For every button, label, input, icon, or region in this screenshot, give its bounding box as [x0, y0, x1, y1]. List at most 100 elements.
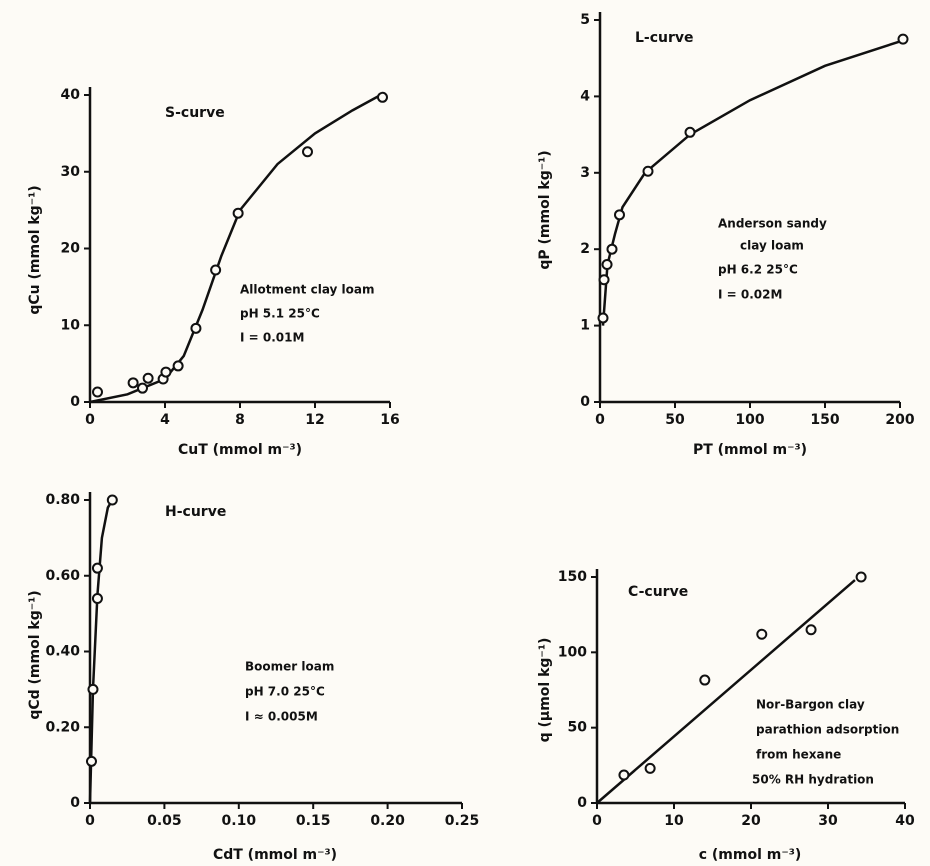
annotation: I = 0.01M [240, 331, 304, 345]
y-tick-label: 40 [61, 87, 81, 103]
data-point [87, 757, 96, 766]
y-tick-label: 0.80 [45, 492, 80, 508]
y-tick-label: 0.60 [45, 568, 80, 584]
y-tick-label: 0 [577, 795, 587, 811]
annotation: pH 6.2 25°C [718, 263, 798, 277]
data-point [108, 496, 117, 505]
fit-curve [603, 41, 900, 325]
y-tick-label: 2 [580, 241, 590, 257]
fit-curve [597, 580, 855, 803]
data-point [615, 210, 624, 219]
data-point [378, 93, 387, 102]
annotation: Anderson sandy [718, 217, 827, 231]
x-tick-label: 0.10 [222, 813, 257, 829]
x-tick-label: 0 [85, 412, 95, 428]
x-tick-label: 150 [810, 412, 839, 428]
data-point [646, 764, 655, 773]
data-point [138, 384, 147, 393]
data-point [191, 324, 200, 333]
annotation: C-curve [628, 584, 688, 600]
x-axis-label: CdT (mmol m⁻³) [213, 847, 337, 863]
data-point [93, 594, 102, 603]
x-tick-label: 0 [595, 412, 605, 428]
annotation: pH 5.1 25°C [240, 307, 320, 321]
y-tick-label: 0.40 [45, 644, 80, 660]
data-point [757, 630, 766, 639]
x-tick-label: 20 [741, 813, 761, 829]
data-point [899, 35, 908, 44]
data-point [619, 770, 628, 779]
x-axis-label: CuT (mmol m⁻³) [178, 442, 302, 458]
data-point [93, 564, 102, 573]
y-tick-label: 3 [580, 165, 590, 181]
y-axis-label: q (μmol kg⁻¹) [537, 638, 553, 743]
x-tick-label: 40 [895, 813, 915, 829]
x-tick-label: 0 [592, 813, 602, 829]
data-point [88, 685, 97, 694]
data-point [129, 378, 138, 387]
y-tick-label: 30 [61, 164, 81, 180]
annotation: S-curve [165, 105, 225, 121]
data-point [700, 676, 709, 685]
y-axis-label: qCu (mmol kg⁻¹) [27, 185, 43, 314]
y-tick-label: 10 [61, 317, 81, 333]
data-point [608, 245, 617, 254]
y-axis-label: qP (mmol kg⁻¹) [537, 150, 553, 269]
y-tick-label: 5 [580, 12, 590, 28]
y-tick-label: 0.20 [45, 719, 80, 735]
data-point [144, 374, 153, 383]
data-point [603, 260, 612, 269]
x-tick-label: 0.25 [445, 813, 480, 829]
y-tick-label: 150 [558, 569, 587, 585]
y-tick-label: 0 [70, 795, 80, 811]
data-point [857, 573, 866, 582]
annotation: Nor-Bargon clay [756, 698, 865, 712]
data-point [211, 265, 220, 274]
annotation: H-curve [165, 504, 226, 520]
y-tick-label: 0 [580, 394, 590, 410]
x-tick-label: 30 [818, 813, 838, 829]
x-tick-label: 16 [380, 412, 399, 428]
annotation: I ≈ 0.005M [245, 710, 318, 724]
x-tick-label: 50 [665, 412, 685, 428]
x-tick-label: 100 [735, 412, 764, 428]
y-tick-label: 1 [580, 318, 590, 334]
data-point [807, 625, 816, 634]
annotation: Allotment clay loam [240, 283, 375, 297]
x-axis-label: c (mmol m⁻³) [699, 847, 802, 863]
y-axis-label: qCd (mmol kg⁻¹) [27, 590, 43, 719]
data-point [599, 313, 608, 322]
data-point [644, 167, 653, 176]
x-tick-label: 10 [664, 813, 684, 829]
annotation: Boomer loam [245, 660, 334, 674]
annotation: I = 0.02M [718, 288, 782, 302]
y-tick-label: 4 [580, 88, 590, 104]
data-point [174, 361, 183, 370]
x-tick-label: 12 [305, 412, 324, 428]
x-tick-label: 4 [160, 412, 170, 428]
x-axis-label: PT (mmol m⁻³) [693, 442, 807, 458]
x-tick-label: 0 [85, 813, 95, 829]
data-point [93, 388, 102, 397]
x-tick-label: 0.20 [370, 813, 405, 829]
x-tick-label: 0.05 [147, 813, 182, 829]
y-tick-label: 20 [61, 241, 81, 257]
annotation: from hexane [756, 748, 841, 762]
data-point [303, 147, 312, 156]
annotation: 50% RH hydration [752, 773, 874, 787]
annotation: L-curve [635, 30, 694, 46]
x-tick-label: 0.15 [296, 813, 331, 829]
data-point [686, 128, 695, 137]
annotation: parathion adsorption [756, 723, 899, 737]
data-point [234, 209, 243, 218]
annotation: clay loam [740, 239, 804, 253]
data-point [161, 368, 170, 377]
x-tick-label: 8 [235, 412, 245, 428]
y-tick-label: 50 [568, 720, 588, 736]
data-point [600, 275, 609, 284]
x-tick-label: 200 [885, 412, 914, 428]
y-tick-label: 100 [558, 644, 587, 660]
figure: 0481216010203040CuT (mmol m⁻³)qCu (mmol … [0, 0, 930, 866]
annotation: pH 7.0 25°C [245, 685, 325, 699]
fit-curve [90, 95, 381, 402]
